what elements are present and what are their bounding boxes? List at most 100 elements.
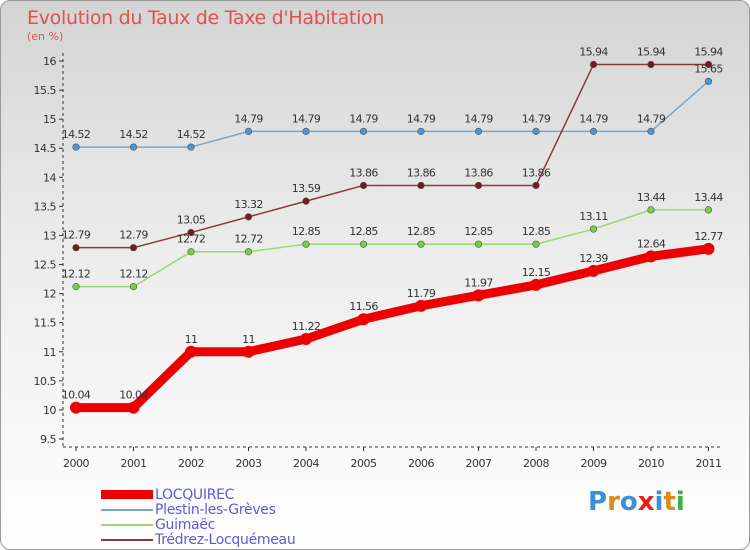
data-point (704, 206, 713, 214)
data-label: 12.72 (177, 233, 206, 246)
x-tick-label: 2003 (236, 457, 262, 470)
data-label: 12.79 (62, 229, 91, 242)
data-label: 15.65 (694, 62, 723, 75)
data-point (187, 248, 195, 256)
data-point (185, 345, 197, 358)
data-label: 14.79 (407, 112, 436, 125)
x-tick-label: 2007 (466, 457, 492, 470)
legend-label: Trédrez-Locquémeau (155, 531, 296, 548)
data-label: 10.04 (119, 389, 148, 402)
data-point (244, 127, 253, 135)
y-tick-label: 16 (43, 55, 56, 68)
data-point (70, 401, 82, 414)
data-point (415, 299, 427, 312)
data-point (530, 278, 542, 291)
legend-label: Plestin-les-Grèves (155, 501, 276, 518)
y-tick-label: 12.5 (34, 259, 57, 272)
x-tick-label: 2000 (63, 457, 89, 470)
y-tick-label: 12 (43, 288, 56, 301)
x-tick-label: 2010 (638, 457, 664, 470)
data-point (302, 127, 310, 135)
data-label: 14.79 (637, 112, 666, 125)
chart-title: Evolution du Taux de Taxe d'Habitation (27, 7, 385, 29)
data-point (417, 127, 425, 135)
legend-item: Trédrez-Locquémeau (101, 531, 296, 548)
data-point (359, 181, 368, 190)
data-label: 12.85 (292, 225, 321, 238)
data-label: 13.86 (464, 166, 493, 179)
x-tick-label: 2004 (293, 457, 319, 470)
data-label: 12.64 (637, 237, 666, 250)
data-point (532, 181, 540, 190)
data-point (589, 127, 598, 135)
data-point (417, 181, 425, 190)
data-label: 12.77 (694, 230, 723, 243)
data-label: 12.85 (464, 225, 493, 238)
data-label: 11 (242, 333, 255, 346)
x-tick-label: 2009 (581, 457, 607, 470)
data-point (532, 240, 540, 248)
legend-label: Guimaëc (155, 516, 216, 533)
legend-swatch (101, 523, 153, 526)
y-tick-label: 13.5 (34, 200, 57, 213)
data-label: 12.39 (579, 252, 608, 265)
y-tick-label: 15.5 (34, 84, 57, 97)
data-label: 13.86 (349, 166, 378, 179)
data-point (72, 283, 80, 291)
legend-swatch (101, 508, 153, 511)
data-label: 15.94 (637, 45, 666, 58)
data-label: 14.79 (292, 112, 321, 125)
data-point (645, 250, 657, 263)
y-tick-label: 14.5 (34, 142, 57, 155)
legend-swatch (101, 490, 153, 499)
data-point (302, 240, 310, 248)
y-tick-label: 14 (43, 171, 56, 184)
x-tick-label: 2011 (696, 457, 722, 470)
data-label: 12.85 (349, 225, 378, 238)
data-label: 14.79 (349, 112, 378, 125)
data-point (589, 225, 598, 233)
data-point (472, 289, 485, 302)
data-point (647, 206, 655, 214)
data-label: 11.79 (407, 287, 436, 300)
data-point (300, 332, 312, 345)
data-point (72, 143, 80, 151)
data-point (244, 213, 253, 221)
legend-item: Plestin-les-Grèves (101, 501, 295, 518)
data-label: 14.52 (119, 128, 148, 141)
data-point (72, 244, 80, 252)
legend-item: LOCQUIREC (101, 487, 295, 503)
y-tick-label: 13 (43, 229, 56, 242)
data-point (242, 345, 255, 358)
data-point (417, 240, 425, 248)
chart-subtitle: (en %) (27, 30, 64, 43)
data-point (129, 244, 138, 252)
legend-item: Guimaëc (101, 516, 295, 533)
data-label: 13.59 (292, 182, 321, 195)
y-tick-label: 10 (43, 404, 56, 417)
data-label: 12.15 (522, 266, 551, 279)
data-point (702, 242, 715, 255)
series-points (70, 60, 715, 414)
series-line (75, 80, 710, 148)
series-line (75, 209, 710, 288)
x-tick-label: 2008 (523, 457, 549, 470)
data-label: 13.86 (407, 166, 436, 179)
data-label: 13.32 (234, 198, 263, 211)
data-point (589, 60, 598, 69)
data-point (129, 143, 138, 151)
x-tick-label: 2006 (408, 457, 434, 470)
data-point (474, 127, 483, 135)
x-tick-label: 2002 (178, 457, 204, 470)
data-point (187, 228, 195, 237)
data-label: 11.97 (464, 276, 493, 289)
data-point (129, 283, 138, 291)
data-point (647, 60, 655, 69)
data-label: 13.05 (177, 214, 206, 227)
data-point (587, 264, 600, 277)
data-point (187, 143, 195, 151)
x-tick-label: 2005 (351, 457, 377, 470)
data-label: 14.52 (62, 128, 91, 141)
